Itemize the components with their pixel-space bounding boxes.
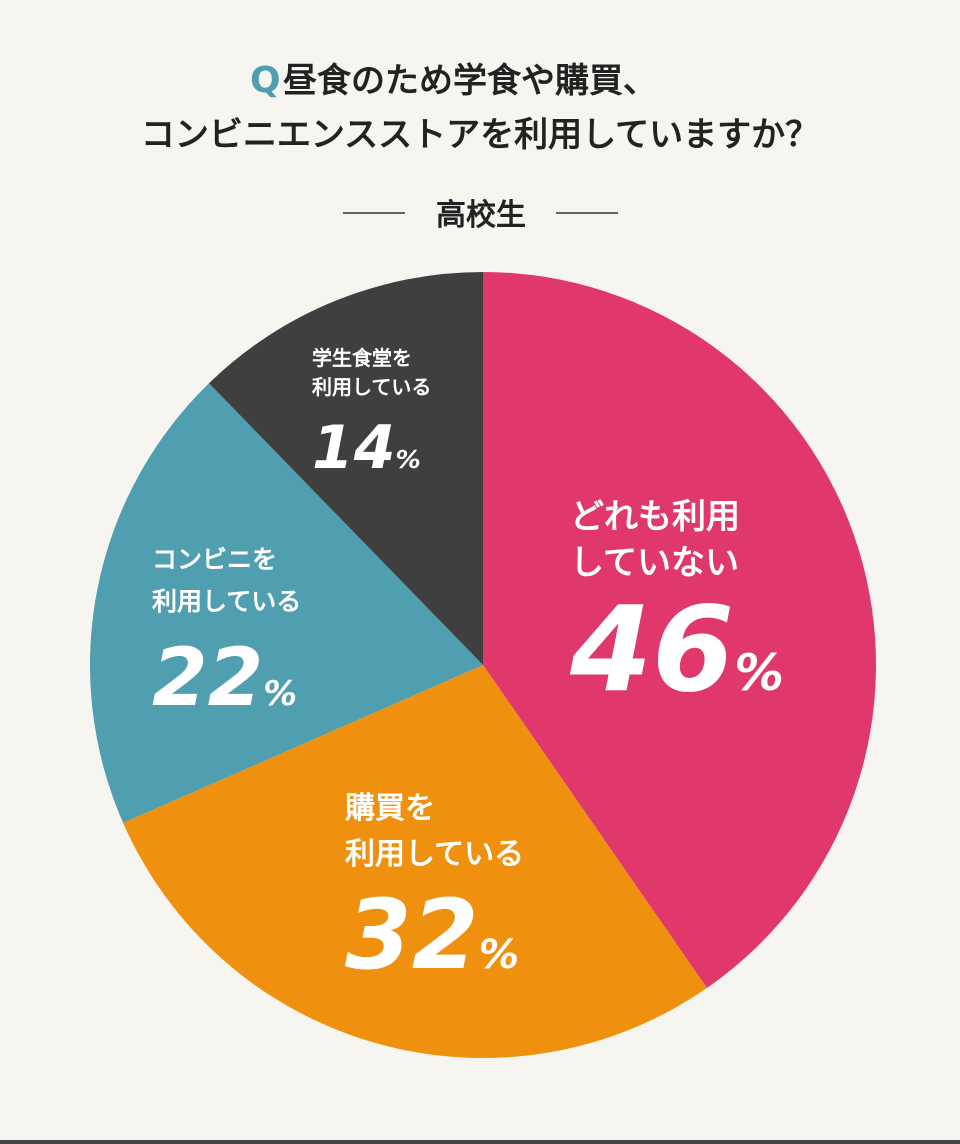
slice-label: どれも利用 (570, 497, 740, 537)
slice-label: 購買を (345, 791, 435, 826)
slice-label: 学生食堂を (312, 346, 412, 370)
slice-label: していない (570, 543, 739, 583)
pie-slice (208, 272, 484, 665)
value-label: 46% (569, 580, 784, 718)
pie-slice (89, 383, 483, 823)
slice-label: 利用している (152, 587, 301, 616)
slice-label: 利用している (345, 837, 524, 872)
chart-title: 昼食のため学食や購買、 (283, 61, 657, 101)
slice-label: コンビニを (152, 545, 277, 574)
value-label: 32% (345, 879, 519, 991)
value-label: 14% (312, 413, 421, 483)
chart-title: コンビニエンスストアを利用していますか？ (141, 115, 819, 155)
pie-slice (123, 665, 707, 1058)
bottom-border (0, 1140, 960, 1144)
slice-label: 利用している (312, 375, 431, 399)
value-label: 22% (152, 631, 297, 724)
pie-slice (483, 272, 876, 988)
chart-subtitle: 高校生 (436, 198, 526, 233)
question-marker: Q (250, 60, 281, 101)
